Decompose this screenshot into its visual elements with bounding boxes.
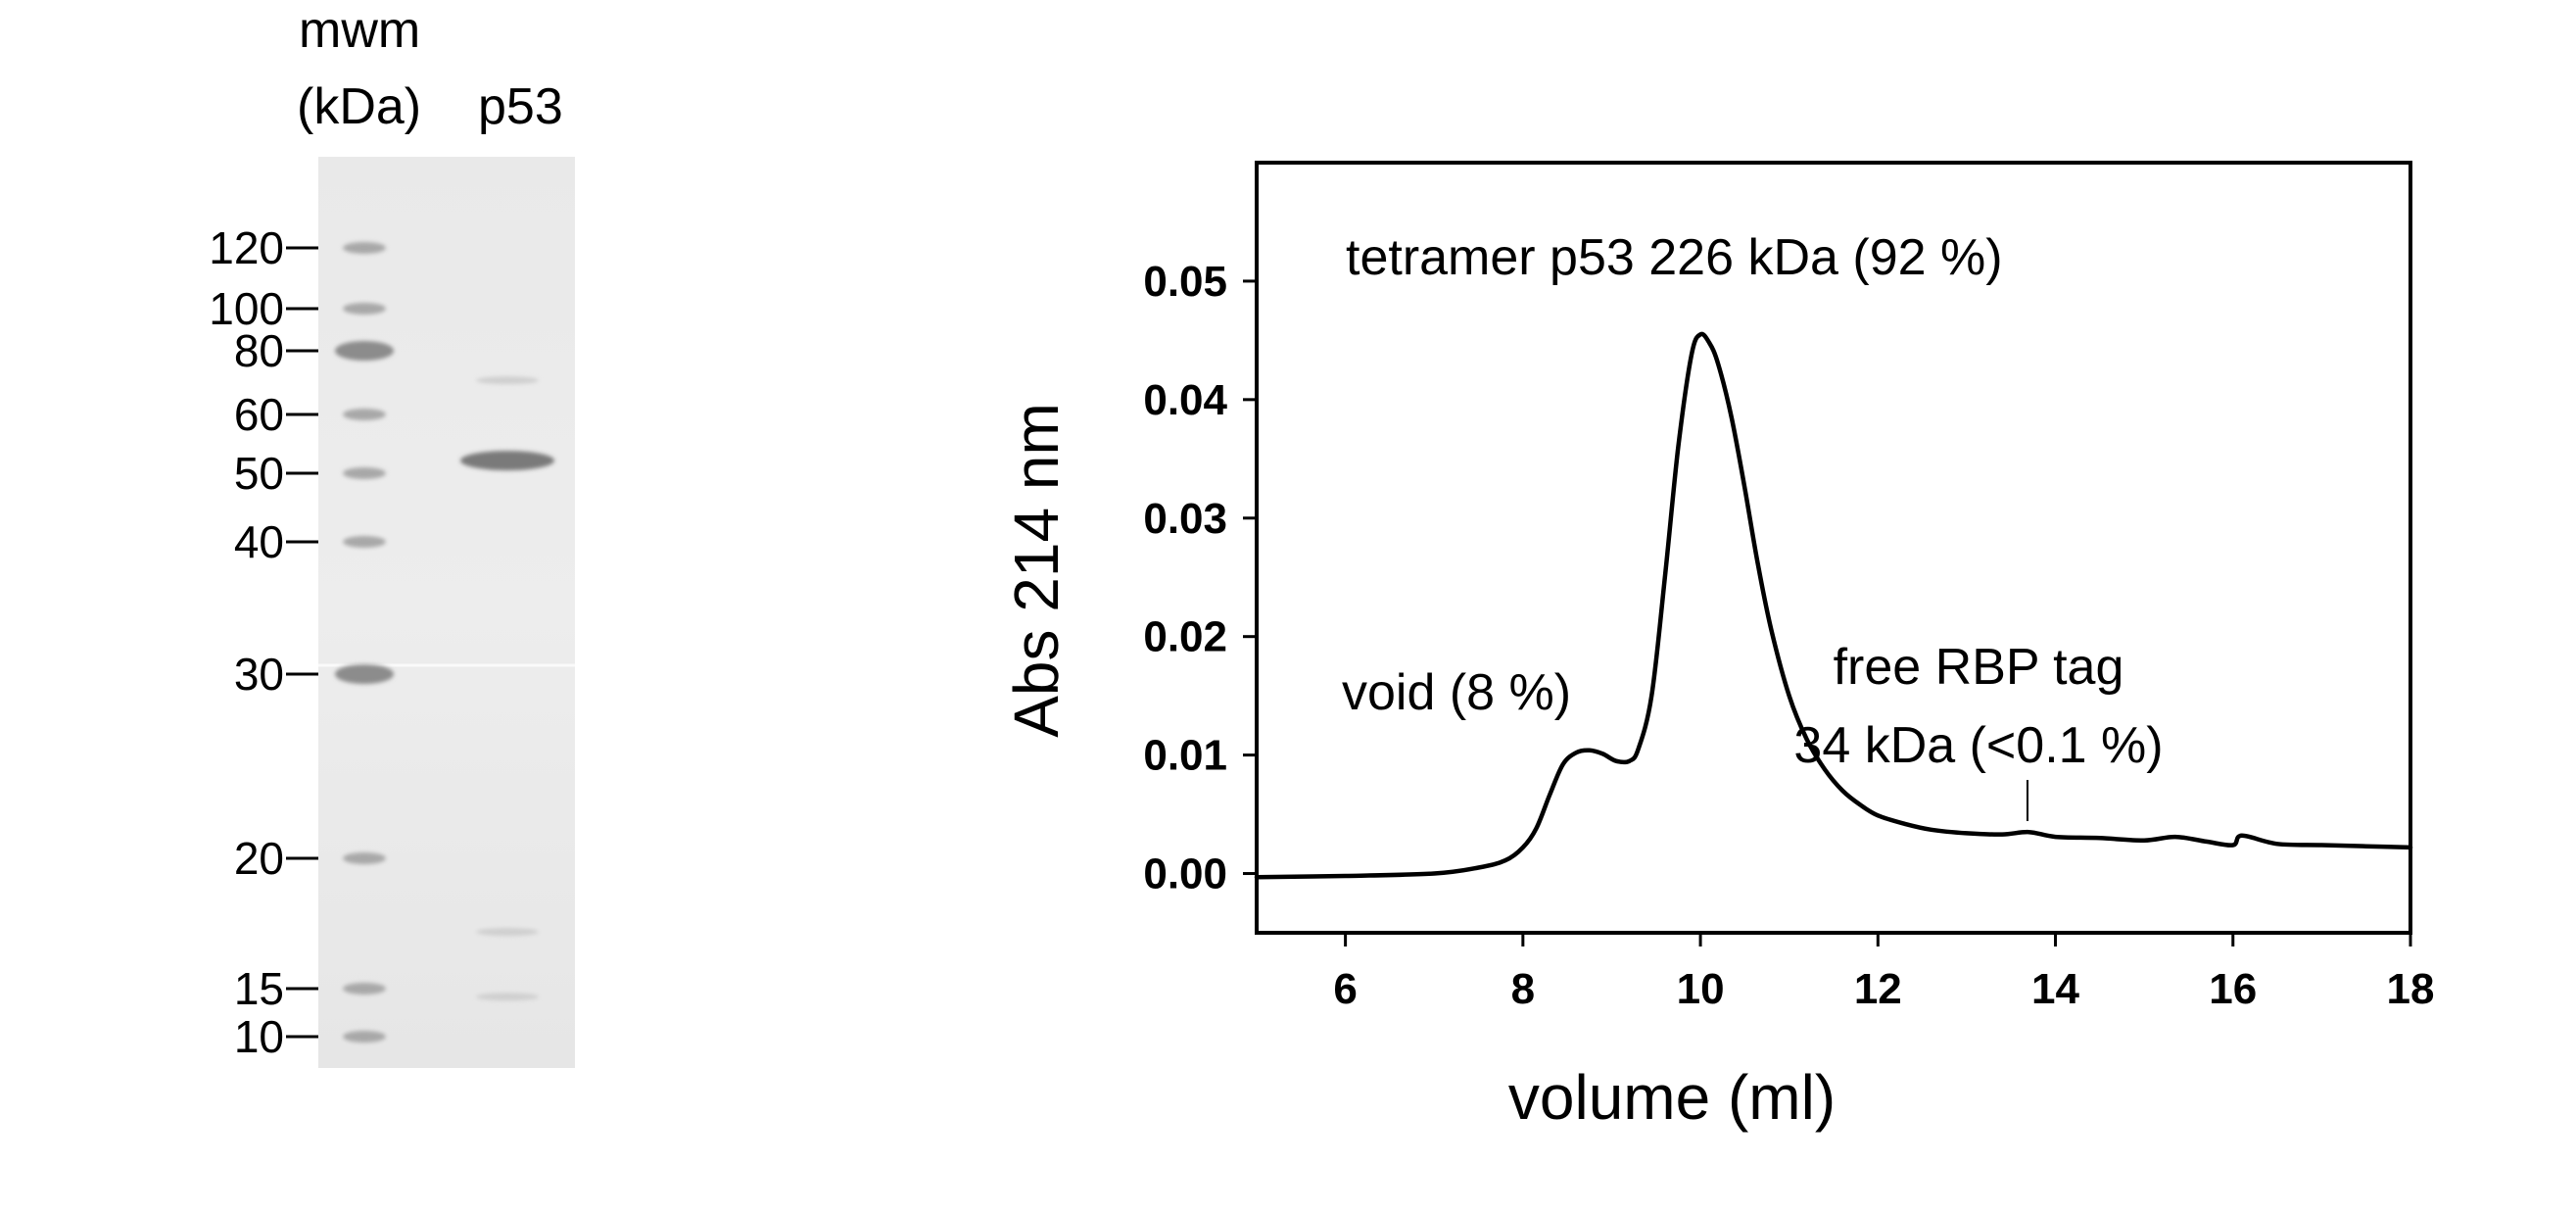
gel-header-mwm: mwm [299, 2, 420, 59]
chromatogram-panel: 6 8 10 12 14 16 18 0.00 0.01 0.02 0.03 0.04 0.05 vo… [1001, 161, 2434, 1133]
marker-label-50: 50 [234, 448, 284, 499]
x-tick-label-18: 18 [2387, 965, 2435, 1013]
y-tick-label-0.03: 0.03 [1143, 495, 1227, 543]
absorbance-trace [1254, 331, 2413, 880]
plot-frame [1255, 161, 2412, 935]
x-tick-label-12: 12 [1854, 965, 1902, 1013]
annotation-free-rbp-mass: 34 kDa (<0.1 %) [1793, 717, 2163, 774]
marker-label-80: 80 [234, 325, 284, 376]
marker-band-50 [343, 467, 386, 479]
marker-label-15: 15 [234, 963, 284, 1014]
x-tick-label-8: 8 [1511, 965, 1535, 1013]
gel-header-kda: (kDa) [297, 78, 421, 135]
marker-band-20 [343, 852, 386, 864]
x-axis-ticks: 6 8 10 12 14 16 18 [1333, 933, 2434, 1013]
annotation-void: void (8 %) [1342, 664, 1571, 721]
sample-lane [460, 376, 554, 1001]
sample-band-70 [476, 376, 539, 385]
marker-band-80 [335, 341, 394, 361]
sample-band-14 [476, 993, 539, 1001]
y-tick-label-0.02: 0.02 [1143, 613, 1227, 661]
marker-band-120 [343, 242, 386, 254]
marker-band-10 [343, 1031, 386, 1043]
y-axis-label: Abs 214 nm [1001, 403, 1072, 738]
annotation-free-rbp: free RBP tag [1834, 639, 2124, 696]
x-tick-label-10: 10 [1677, 965, 1725, 1013]
marker-label-40: 40 [234, 516, 284, 567]
y-tick-label-0.05: 0.05 [1143, 258, 1227, 306]
marker-band-60 [343, 409, 386, 420]
marker-band-15 [343, 983, 386, 995]
y-axis-ticks: 0.00 0.01 0.02 0.03 0.04 0.05 [1143, 258, 1257, 898]
y-tick-label-0.00: 0.00 [1143, 850, 1227, 898]
sample-band-52 [460, 451, 554, 471]
marker-label-10: 10 [234, 1011, 284, 1062]
annotation-tetramer: tetramer p53 226 kDa (92 %) [1346, 229, 2003, 286]
marker-label-20: 20 [234, 833, 284, 884]
marker-band-100 [343, 303, 386, 315]
x-tick-label-6: 6 [1333, 965, 1357, 1013]
marker-label-30: 30 [234, 649, 284, 700]
y-tick-label-0.04: 0.04 [1143, 376, 1227, 424]
marker-label-100: 100 [209, 283, 284, 334]
sample-band-17 [476, 928, 539, 937]
x-axis-label: volume (ml) [1508, 1062, 1836, 1133]
x-tick-label-14: 14 [2031, 965, 2079, 1013]
marker-band-30 [335, 664, 394, 684]
gel-header-lane: p53 [478, 78, 563, 135]
x-tick-label-16: 16 [2209, 965, 2257, 1013]
marker-band-40 [343, 536, 386, 548]
marker-label-60: 60 [234, 389, 284, 440]
marker-label-120: 120 [209, 222, 284, 273]
y-tick-label-0.01: 0.01 [1143, 732, 1227, 780]
